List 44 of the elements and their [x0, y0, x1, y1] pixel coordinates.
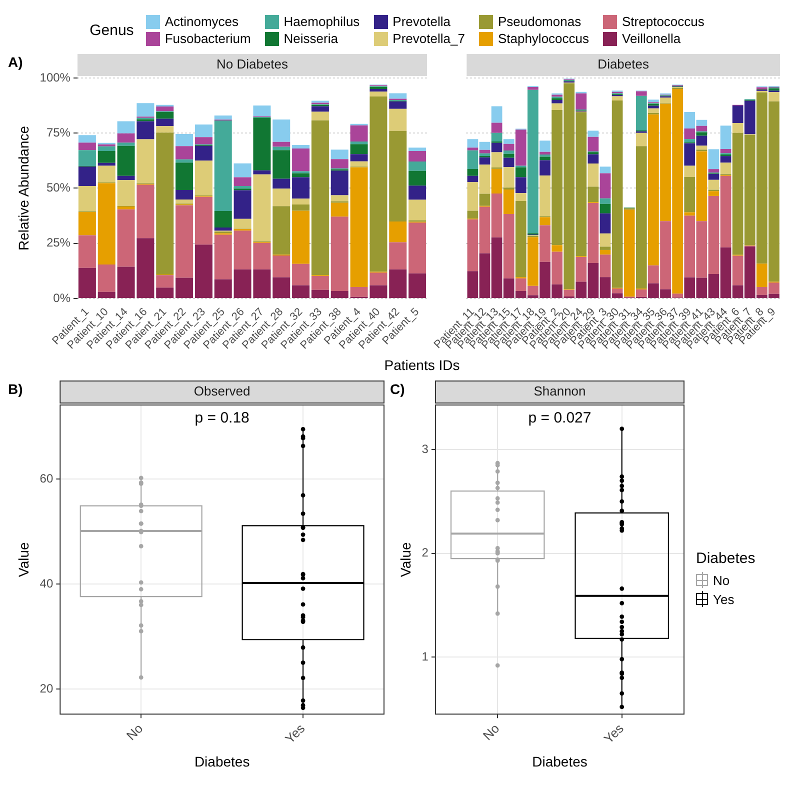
legend-label: Staphylococcus: [498, 31, 590, 46]
legend-title: Genus: [90, 22, 134, 38]
y-tick-label: 60: [40, 471, 54, 486]
x-tick-label: No: [480, 720, 502, 744]
legend-label: Yes: [713, 592, 734, 606]
y-tick-label: 1: [422, 649, 429, 664]
x-tick-label: Yes: [282, 720, 308, 746]
legend-label: Pseudomonas: [498, 14, 582, 29]
x-tick-label: No: [123, 720, 146, 744]
y-axis-title: Relative Abundance: [15, 126, 32, 251]
y-tick-label: 100%: [40, 70, 71, 84]
y-tick-label: 25%: [46, 236, 71, 250]
text: B): [8, 381, 23, 397]
x-axis-title: Diabetes: [532, 753, 588, 770]
legend-label: Fusobacterium: [164, 31, 251, 46]
x-axis-title: Diabetes: [194, 753, 250, 770]
y-axis-title: Value: [397, 542, 414, 577]
y-axis-title: Value: [15, 542, 32, 577]
text: C): [390, 381, 405, 397]
y-tick-label: 0%: [53, 290, 71, 305]
legend-label: Haemophilus: [284, 14, 360, 29]
legend-label: Prevotella_7: [392, 31, 465, 46]
legend-label: Veillonella: [622, 31, 681, 46]
y-tick-label: 40: [40, 576, 54, 590]
x-axis-title: Patients IDs: [383, 357, 461, 375]
annotation: p = 0.18: [194, 410, 250, 427]
annotation: p = 0.027: [528, 410, 592, 427]
legend-title: Diabetes: [696, 550, 756, 566]
chart-title: Observed: [194, 384, 250, 399]
chart-title: No Diabetes: [216, 56, 289, 72]
legend-label: Prevotella: [392, 14, 450, 29]
x-tick-label: Yes: [600, 720, 627, 746]
legend-label: Streptococcus: [622, 14, 704, 29]
legend-label: Neisseria: [284, 31, 338, 46]
y-tick-label: 75%: [46, 125, 71, 140]
y-tick-label: 2: [422, 546, 429, 560]
y-tick-label: 50%: [46, 180, 71, 195]
y-tick-label: 20: [40, 681, 54, 696]
chart-title: Diabetes: [598, 56, 650, 72]
text: A): [8, 54, 23, 70]
legend-label: Actinomyces: [164, 14, 239, 29]
legend-label: No: [713, 572, 730, 588]
y-tick-label: 3: [422, 442, 429, 456]
chart-title: Shannon: [534, 384, 586, 399]
